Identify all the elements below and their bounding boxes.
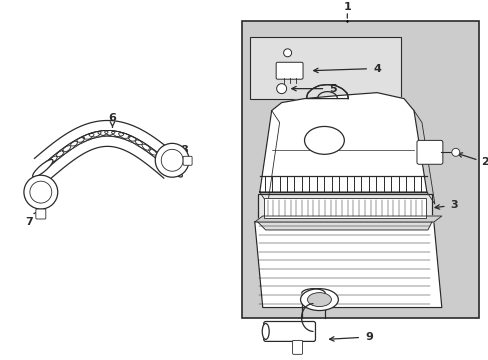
Ellipse shape bbox=[33, 159, 53, 177]
FancyBboxPatch shape bbox=[416, 140, 442, 164]
Text: 2: 2 bbox=[480, 157, 488, 167]
FancyBboxPatch shape bbox=[292, 341, 302, 354]
Circle shape bbox=[451, 148, 459, 156]
Polygon shape bbox=[254, 222, 441, 307]
FancyBboxPatch shape bbox=[263, 321, 315, 341]
Circle shape bbox=[24, 175, 58, 209]
Text: 8: 8 bbox=[180, 145, 187, 155]
Text: 3: 3 bbox=[449, 200, 457, 210]
Polygon shape bbox=[257, 222, 431, 230]
Circle shape bbox=[283, 49, 291, 57]
Ellipse shape bbox=[300, 289, 338, 311]
Bar bbox=[242, 21, 478, 318]
Ellipse shape bbox=[307, 293, 331, 307]
Polygon shape bbox=[34, 121, 180, 178]
FancyBboxPatch shape bbox=[183, 156, 192, 165]
Text: 4: 4 bbox=[372, 64, 380, 74]
Text: 7: 7 bbox=[25, 217, 33, 227]
Bar bbox=[249, 37, 400, 99]
Ellipse shape bbox=[162, 159, 182, 177]
Ellipse shape bbox=[262, 324, 269, 339]
Text: 6: 6 bbox=[108, 113, 116, 123]
Text: 9: 9 bbox=[365, 332, 372, 342]
Polygon shape bbox=[254, 216, 441, 222]
Bar bbox=[263, 198, 425, 218]
Circle shape bbox=[30, 181, 52, 203]
FancyBboxPatch shape bbox=[276, 62, 303, 79]
Polygon shape bbox=[259, 93, 426, 192]
Circle shape bbox=[276, 84, 286, 94]
Text: 5: 5 bbox=[329, 84, 337, 94]
Bar bbox=[257, 194, 431, 222]
Ellipse shape bbox=[304, 126, 344, 154]
Text: 1: 1 bbox=[343, 2, 350, 12]
Circle shape bbox=[161, 149, 183, 171]
FancyBboxPatch shape bbox=[36, 209, 46, 219]
Circle shape bbox=[155, 143, 189, 177]
